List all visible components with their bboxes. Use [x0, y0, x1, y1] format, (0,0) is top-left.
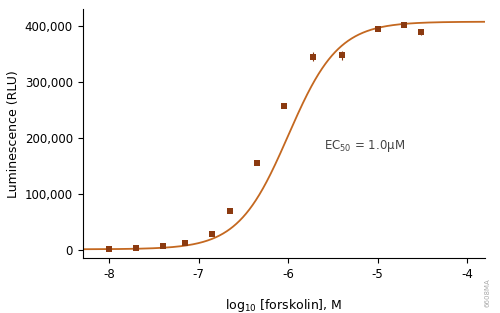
Text: EC$_{50}$ = 1.0μM: EC$_{50}$ = 1.0μM — [324, 138, 405, 154]
Text: 6608MA: 6608MA — [485, 278, 491, 307]
Y-axis label: Luminescence (RLU): Luminescence (RLU) — [8, 70, 20, 198]
Text: log$_{10}$ [forskolin], M: log$_{10}$ [forskolin], M — [225, 297, 342, 313]
